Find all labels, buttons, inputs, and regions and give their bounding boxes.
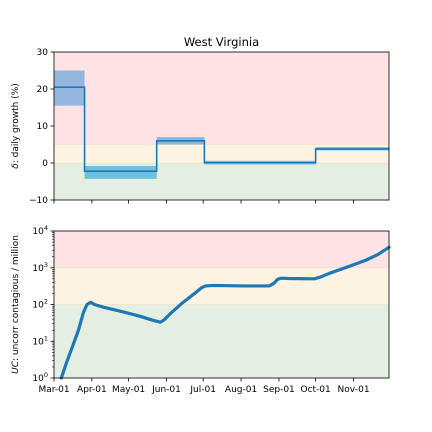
contagious-band-2 [54, 231, 389, 268]
contagious-y-tick-label-4: 104 [32, 224, 48, 237]
growth-band-1 [54, 144, 389, 163]
growth-panel: −10 0 10 20 30 West Virginia δ: daily growth… [11, 35, 390, 206]
contagious-y-ticks: 100 101 102 103 104 [32, 224, 54, 384]
chart-title: West Virginia [184, 35, 259, 49]
contagious-band-0 [54, 304, 389, 378]
growth-y-tick-label-1: 0 [42, 159, 48, 169]
growth-line [54, 86, 389, 172]
growth-y-tick-label-4: 30 [37, 48, 49, 58]
contagious-panel: Mar-01 Apr-01 May-01 Jun-01 Jul-01 Aug-01 Sep-… [11, 224, 391, 395]
growth-y-tick-label-3: 20 [37, 85, 49, 95]
contagious-bands [54, 231, 389, 378]
contagious-y-label: UC: uncorr contagious / million [11, 235, 21, 374]
growth-band-2 [54, 52, 389, 145]
growth-y-ticks: −10 0 10 20 30 [29, 48, 54, 206]
growth-y-label: δ: daily growth (%) [11, 83, 21, 169]
contagious-frame [53, 230, 390, 379]
x-tick-label-7: Oct-01 [301, 385, 331, 395]
x-tick-label-4: Jul-01 [189, 385, 216, 395]
x-tick-label-5: Aug-01 [225, 385, 257, 395]
contagious-series-line [59, 245, 391, 380]
growth-x-ticks [53, 200, 354, 204]
growth-y-tick-label-0: −10 [29, 196, 48, 206]
growth-ci-band-1 [84, 165, 157, 179]
contagious-line [59, 245, 391, 380]
growth-y-tick-label-2: 10 [37, 122, 49, 132]
contagious-y-tick-label-2: 102 [32, 298, 48, 311]
x-tick-label-3: Jun-01 [151, 385, 181, 395]
x-tick-label-1: Apr-01 [77, 385, 107, 395]
contagious-x-ticks: Mar-01 Apr-01 May-01 Jun-01 Jul-01 Aug-01 Sep-… [38, 378, 370, 395]
x-tick-label-0: Mar-01 [38, 385, 69, 395]
growth-bands [54, 52, 389, 200]
growth-frame [53, 51, 390, 201]
contagious-y-tick-label-1: 101 [32, 334, 48, 347]
contagious-y-tick-label-3: 103 [32, 261, 48, 274]
x-tick-label-2: May-01 [112, 385, 145, 395]
x-tick-label-6: Sep-01 [263, 385, 295, 395]
growth-step-line [54, 86, 389, 172]
contagious-y-tick-label-0: 100 [32, 371, 48, 384]
x-tick-label-8: Nov-01 [338, 385, 370, 395]
growth-ci-band-0 [54, 70, 85, 106]
